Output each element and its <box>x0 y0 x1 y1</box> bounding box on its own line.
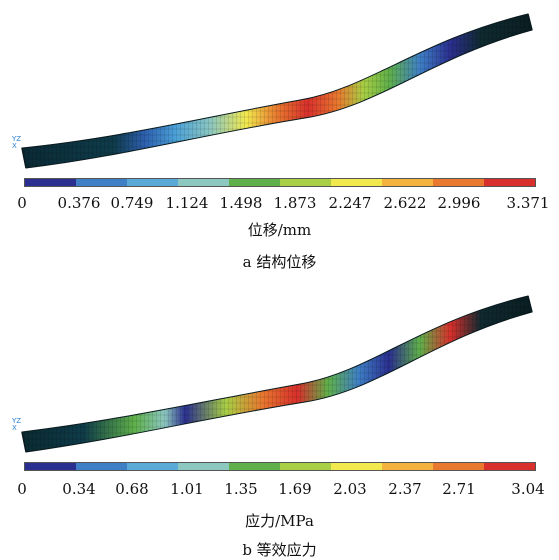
colorbar-stress <box>24 462 536 471</box>
colorbar-segment <box>76 463 127 470</box>
caption-a: a 结构位移 <box>242 253 317 271</box>
colorbar-segment <box>178 179 229 186</box>
colorbar-segment <box>331 463 382 470</box>
colorbar-tick-label: 0.34 <box>62 480 96 498</box>
unit-label-stress: 应力/MPa <box>245 512 314 530</box>
colorbar-segment <box>433 463 484 470</box>
caption-b: b 等效应力 <box>242 541 317 559</box>
colorbar-segment <box>25 179 76 186</box>
panel-a: YZ X 0 0.376 0.749 1.124 1.498 1.873 2.247 2.62… <box>0 13 559 271</box>
colorbar-tick-label: 1.35 <box>224 480 258 498</box>
colorbar-tick-label: 0 <box>17 194 27 212</box>
beam-displacement-figure <box>21 13 533 169</box>
colorbar-segment <box>25 463 76 470</box>
colorbar-segment <box>127 463 178 470</box>
colorbar-segment <box>280 179 331 186</box>
colorbar-tick-label: 2.03 <box>333 480 367 498</box>
colorbar-ticks-stress: 0 0.34 0.68 1.01 1.35 1.69 2.03 2.37 2.71 3.04 <box>0 480 559 500</box>
colorbar-tick-label: 3.04 <box>511 480 545 498</box>
colorbar-tick-label: 0.68 <box>115 480 149 498</box>
colorbar-displacement <box>24 178 536 187</box>
colorbar-segment <box>280 463 331 470</box>
colorbar-segment <box>382 463 433 470</box>
colorbar-tick-label: 2.37 <box>388 480 422 498</box>
axis-triad-icon: YZ X <box>12 135 22 150</box>
colorbar-tick-label: 1.498 <box>219 194 263 212</box>
beam-stress-figure <box>21 295 533 453</box>
colorbar-tick-label: 1.873 <box>273 194 317 212</box>
colorbar-tick-label: 1.124 <box>165 194 209 212</box>
colorbar-tick-label: 2.622 <box>383 194 427 212</box>
colorbar-tick-label: 0.376 <box>57 194 101 212</box>
colorbar-tick-label: 1.69 <box>278 480 312 498</box>
colorbar-tick-label: 0.749 <box>110 194 154 212</box>
colorbar-segment <box>484 179 535 186</box>
colorbar-tick-label: 2.247 <box>328 194 372 212</box>
colorbar-ticks-displacement: 0 0.376 0.749 1.124 1.498 1.873 2.247 2.622 2.99… <box>0 194 559 214</box>
colorbar-segment <box>433 179 484 186</box>
colorbar-tick-label: 3.371 <box>506 194 550 212</box>
panel-b: YZ X 0 0.34 0.68 1.01 1.35 1.69 2.03 2.37 2.71 3.… <box>0 280 559 559</box>
colorbar-segment <box>484 463 535 470</box>
colorbar-tick-label: 2.996 <box>437 194 481 212</box>
axis-triad-icon: YZ X <box>12 417 22 432</box>
colorbar-tick-label: 0 <box>17 480 27 498</box>
colorbar-tick-label: 1.01 <box>170 480 204 498</box>
colorbar-tick-label: 2.71 <box>442 480 476 498</box>
colorbar-segment <box>127 179 178 186</box>
colorbar-segment <box>382 179 433 186</box>
colorbar-segment <box>229 179 280 186</box>
colorbar-segment <box>331 179 382 186</box>
unit-label-displacement: 位移/mm <box>247 221 312 239</box>
colorbar-segment <box>76 179 127 186</box>
colorbar-segment <box>178 463 229 470</box>
colorbar-segment <box>229 463 280 470</box>
